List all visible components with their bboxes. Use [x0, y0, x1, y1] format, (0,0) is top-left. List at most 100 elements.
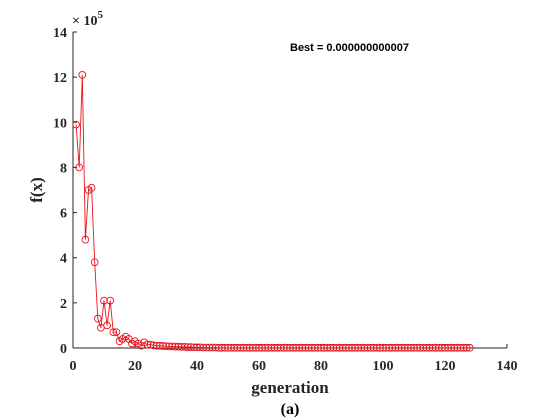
data-point — [165, 342, 173, 351]
data-point — [314, 343, 322, 352]
data-point — [171, 342, 180, 351]
data-point — [100, 296, 108, 305]
data-point — [366, 343, 375, 352]
data-point — [87, 183, 96, 192]
data-point — [211, 343, 220, 352]
data-point — [252, 343, 260, 352]
data-point — [103, 321, 111, 330]
x-ticks: 0 20 40 60 80 100 120 140 — [70, 344, 518, 374]
data-point — [286, 343, 294, 352]
data-point — [317, 343, 325, 352]
data-point — [438, 343, 446, 352]
data-point — [363, 343, 372, 352]
y-tick-label: 0 — [60, 342, 67, 357]
x-tick-label: 120 — [435, 359, 456, 374]
data-point — [416, 343, 425, 352]
data-point — [143, 340, 152, 349]
data-point — [227, 343, 235, 352]
data-point — [239, 343, 248, 352]
data-point — [441, 343, 449, 352]
best-annotation: Best = 0.000000000007 — [290, 42, 409, 54]
data-point — [425, 343, 434, 352]
data-point — [292, 343, 301, 352]
data-point — [413, 343, 421, 352]
y-exponent: × 105 — [72, 9, 103, 29]
data-point — [369, 343, 378, 352]
data-point — [456, 343, 465, 352]
data-point — [168, 342, 177, 351]
y-tick-label: 6 — [60, 207, 67, 222]
y-exponent-base: 10 — [83, 14, 97, 29]
data-point — [320, 343, 328, 352]
data-point — [75, 163, 84, 172]
data-point — [295, 343, 304, 352]
data-point — [81, 235, 90, 244]
data-point — [162, 342, 170, 351]
data-point — [202, 343, 211, 352]
data-point — [199, 343, 208, 352]
data-point — [283, 343, 291, 352]
data-point — [465, 343, 474, 352]
data-point — [397, 343, 406, 352]
data-point — [385, 343, 394, 352]
data-point — [332, 343, 341, 352]
y-tick-label: 14 — [53, 26, 67, 41]
data-point — [196, 343, 204, 352]
data-point — [304, 343, 313, 352]
data-point — [348, 343, 356, 352]
data-point — [186, 343, 195, 351]
data-point — [159, 342, 167, 350]
y-tick-label: 10 — [53, 116, 67, 131]
data-point — [372, 343, 381, 352]
data-point — [78, 71, 87, 79]
x-tick-label: 0 — [70, 359, 77, 374]
data-point — [307, 343, 316, 352]
data-point — [233, 343, 242, 352]
series-line — [75, 74, 470, 349]
data-point — [112, 328, 121, 337]
data-point — [326, 343, 335, 352]
data-point — [351, 343, 359, 352]
data-point — [403, 343, 412, 352]
data-point — [410, 343, 418, 352]
x-axis-label: generation — [251, 378, 329, 397]
x-tick-label: 20 — [128, 359, 142, 374]
data-point — [279, 343, 288, 352]
x-tick-label: 60 — [252, 359, 266, 374]
data-point — [261, 343, 270, 352]
data-point — [109, 328, 118, 337]
data-point — [329, 343, 338, 352]
y-axis-label: f(x) — [27, 177, 46, 202]
x-tick-label: 40 — [190, 359, 204, 374]
x-tick-label: 140 — [497, 359, 518, 374]
data-point — [177, 343, 186, 351]
figure-caption: (a) — [281, 401, 300, 418]
data-point — [462, 343, 471, 352]
data-point — [273, 343, 282, 352]
data-point — [217, 343, 226, 352]
data-point — [72, 120, 80, 129]
x-tick-label: 100 — [373, 359, 394, 374]
data-point — [388, 343, 397, 352]
data-point — [155, 341, 164, 350]
data-point — [224, 343, 232, 352]
data-point — [245, 343, 254, 352]
data-point — [146, 340, 155, 349]
data-point — [183, 343, 192, 351]
data-point — [236, 343, 245, 352]
data-point — [264, 343, 273, 352]
data-point — [310, 343, 319, 352]
data-point — [376, 343, 384, 352]
data-point — [341, 343, 350, 352]
data-point — [382, 343, 390, 352]
data-point — [93, 314, 102, 323]
data-point — [419, 343, 428, 352]
data-point — [242, 343, 251, 352]
data-point — [422, 343, 431, 352]
data-point — [208, 343, 217, 352]
data-point — [335, 343, 344, 352]
data-point — [428, 343, 437, 352]
data-point — [447, 343, 456, 352]
data-point — [289, 343, 297, 352]
